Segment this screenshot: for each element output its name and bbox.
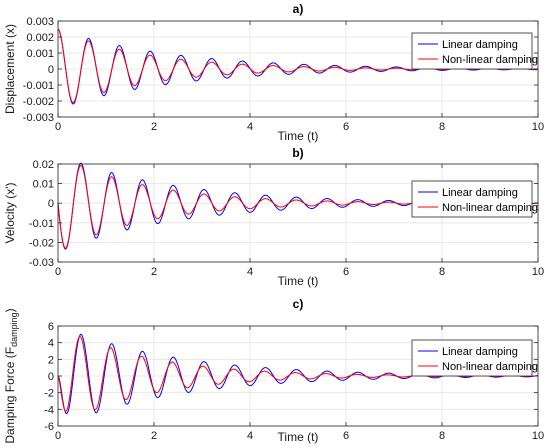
- y-tick-label: -2: [44, 388, 54, 400]
- y-tick-label: 0.003: [26, 16, 54, 28]
- y-tick-label: -4: [44, 404, 54, 416]
- y-tick-label: 2: [48, 354, 54, 366]
- y-axis-label: Displacement (x): [3, 24, 17, 114]
- y-axis-label: Velocity (x'): [3, 183, 17, 244]
- y-tick-label: -0.003: [23, 112, 54, 124]
- y-tick-label: 6: [48, 321, 54, 333]
- legend-label-linear: Linear damping: [442, 187, 518, 199]
- x-axis-label: Time (t): [278, 274, 319, 288]
- legend: Linear damping Non-linear damping: [411, 32, 538, 70]
- x-tick-label: 0: [55, 430, 61, 442]
- y-axis-label: Damping Force (Fdamping): [3, 308, 19, 443]
- x-tick-label: 4: [247, 266, 253, 278]
- x-axis-label: Time (t): [278, 129, 319, 143]
- x-tick-label: 0: [55, 266, 61, 278]
- x-tick-label: 2: [151, 121, 157, 133]
- y-tick-label: 4: [48, 338, 54, 350]
- x-tick-label: 10: [532, 121, 544, 133]
- x-tick-label: 0: [55, 121, 61, 133]
- y-tick-label: -6: [44, 421, 54, 433]
- y-tick-label: 0.02: [33, 159, 54, 171]
- x-tick-label: 8: [439, 266, 445, 278]
- y-tick-label: -0.01: [29, 218, 54, 230]
- legend-box: [411, 339, 533, 377]
- legend-box: [411, 32, 533, 70]
- x-tick-label: 8: [439, 121, 445, 133]
- y-tick-label: 0.01: [33, 179, 54, 191]
- y-tick-label: -0.002: [23, 96, 54, 108]
- chart-panel-2: 0 2 4 6 8 10 0.02 0.01 0 -0.01 -0.02 -0.03 b) Time (t…: [3, 146, 544, 288]
- panel-title: a): [293, 2, 304, 16]
- legend: Linear damping Non-linear damping: [411, 180, 538, 218]
- x-tick-label: 6: [343, 121, 349, 133]
- y-tick-label: 0.002: [26, 32, 54, 44]
- panel-title: c): [293, 297, 304, 311]
- x-tick-label: 10: [532, 430, 544, 442]
- x-tick-label: 6: [343, 430, 349, 442]
- y-tick-label: -0.03: [29, 257, 54, 269]
- chart-panel-1: 0 2 4 6 8 10 0.003 0.002 0.001 0 -0.001 -0.002 -0.00…: [3, 2, 544, 143]
- x-tick-label: 10: [532, 266, 544, 278]
- x-tick-label: 8: [439, 430, 445, 442]
- axes-box: [57, 163, 539, 263]
- y-tick-label: 0: [48, 64, 54, 76]
- panel-title: b): [292, 146, 303, 160]
- y-tick-label: 0: [48, 371, 54, 383]
- y-tick-label: -0.001: [23, 80, 54, 92]
- legend-label-linear: Linear damping: [442, 39, 518, 51]
- chart-panel-3: 0 2 4 6 8 10 6 4 2 0 -2 -4 -6 c) Time (t) Damping Force…: [3, 297, 544, 444]
- y-tick-label: 0: [48, 198, 54, 210]
- x-axis-label: Time (t): [278, 430, 319, 444]
- legend-label-nonlinear: Non-linear damping: [442, 54, 538, 66]
- x-tick-label: 2: [151, 266, 157, 278]
- x-tick-label: 6: [343, 266, 349, 278]
- x-tick-label: 2: [151, 430, 157, 442]
- x-tick-label: 4: [247, 430, 253, 442]
- legend-box: [411, 180, 533, 218]
- legend-label-linear: Linear damping: [442, 346, 518, 358]
- x-tick-label: 4: [247, 121, 253, 133]
- legend-label-nonlinear: Non-linear damping: [442, 361, 538, 373]
- legend: Linear damping Non-linear damping: [411, 339, 538, 377]
- y-tick-label: 0.001: [26, 48, 54, 60]
- y-tick-label: -0.02: [29, 237, 54, 249]
- legend-label-nonlinear: Non-linear damping: [442, 202, 538, 214]
